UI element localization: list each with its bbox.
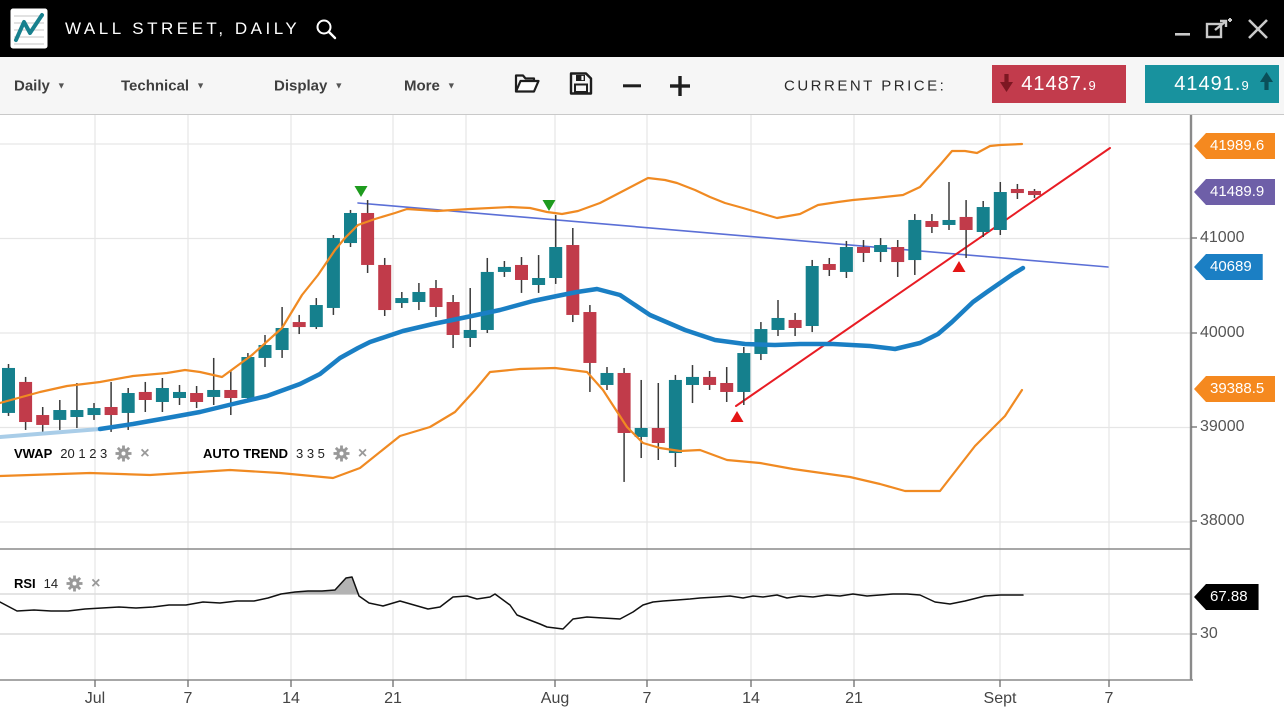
open-file-icon[interactable] [514,72,540,99]
chevron-down-icon: ▼ [56,80,66,91]
auto-trend-remove-icon[interactable]: × [357,444,368,462]
rsi-params: 14 [43,576,59,591]
minimize-icon[interactable] [1174,19,1192,39]
vwap-params: 20 1 2 3 [60,446,108,461]
toolbar: Daily ▼ Technical ▼ Display ▼ More ▼ CURRENT… [0,57,1284,115]
technical-dropdown[interactable]: Technical ▼ [121,77,205,94]
zoom-out-icon[interactable] [623,83,641,88]
zoom-in-icon[interactable] [669,75,691,97]
auto-trend-indicator-label: AUTO TREND 3 3 5 × [203,445,367,462]
chevron-down-icon: ▼ [196,80,206,91]
timeframe-dropdown[interactable]: Daily ▼ [14,77,66,94]
more-dropdown-label: More [404,77,440,94]
technical-dropdown-label: Technical [121,77,190,94]
chevron-down-icon: ▼ [334,80,344,91]
buy-price-button[interactable]: 41491.9 [1145,65,1279,103]
auto-trend-settings-gear-icon[interactable] [333,445,350,462]
buy-price-value: 41491.9 [1174,72,1250,95]
vwap-indicator-label: VWAP 20 1 2 3 × [14,445,150,462]
sell-price-value: 41487.9 [1021,72,1097,95]
arrow-up-icon [1260,72,1273,90]
rsi-settings-gear-icon[interactable] [66,575,83,592]
search-icon[interactable] [314,17,338,41]
pop-out-icon[interactable] [1205,17,1233,40]
chart-title: WALL STREET, DAILY [65,18,301,38]
rsi-remove-icon[interactable]: × [91,574,101,592]
chevron-down-icon: ▼ [446,80,456,91]
vwap-remove-icon[interactable]: × [140,444,150,462]
rsi-indicator-label: RSI 14 × [14,575,100,592]
close-icon[interactable] [1246,17,1270,41]
current-price-label: CURRENT PRICE: [784,77,947,94]
title-bar: WALL STREET, DAILY [0,0,1284,57]
vwap-name: VWAP [14,446,53,461]
arrow-down-icon [1000,74,1013,92]
display-dropdown-label: Display [274,77,328,94]
auto-trend-params: 3 3 5 [295,446,325,461]
rsi-name: RSI [14,576,36,591]
auto-trend-name: AUTO TREND [203,446,288,461]
more-dropdown[interactable]: More ▼ [404,77,456,94]
save-icon[interactable] [569,71,593,100]
app-logo-icon [10,8,48,49]
vwap-settings-gear-icon[interactable] [115,445,132,462]
sell-price-button[interactable]: 41487.9 [992,65,1126,103]
timeframe-dropdown-label: Daily [14,77,50,94]
display-dropdown[interactable]: Display ▼ [274,77,343,94]
